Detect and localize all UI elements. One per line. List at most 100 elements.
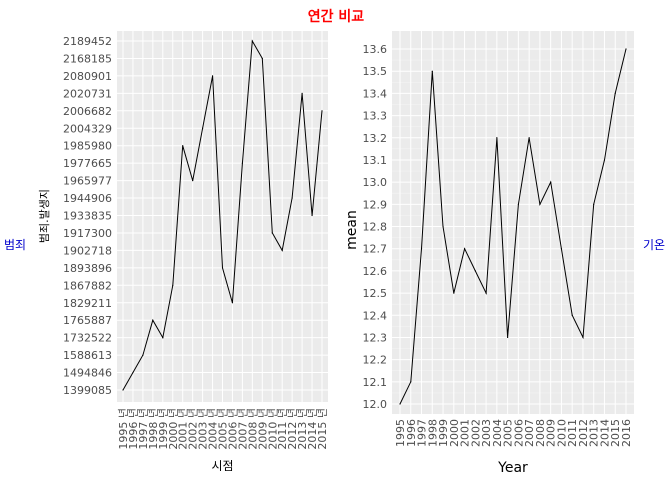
left-y-tick-label: 1902718 xyxy=(63,244,112,257)
left-x-tick-label: 2011 년 xyxy=(276,408,289,450)
left-y-tick-label: 1829211 xyxy=(63,297,112,310)
left-x-tick-label: 2014 년 xyxy=(306,408,319,450)
left-x-tick-label: 2008 년 xyxy=(246,408,259,450)
right-x-tick-label: 2013 xyxy=(588,419,601,447)
right-x-tick-label: 2010 xyxy=(555,419,568,447)
left-x-tick-label: 2013 년 xyxy=(296,408,309,450)
left-data-point xyxy=(202,127,204,129)
right-series-line xyxy=(399,48,627,405)
left-y-axis-title: 범죄.발생지 xyxy=(38,189,51,243)
left-y-tick-label: 1933835 xyxy=(63,210,112,223)
left-x-tick-label: 1997 년 xyxy=(137,408,150,450)
side-label-left: 범죄 xyxy=(4,238,27,252)
left-y-tick-label: 1494846 xyxy=(63,367,112,380)
right-data-point xyxy=(614,92,616,94)
right-x-tick-label: 2005 xyxy=(502,419,515,447)
right-y-tick-label: 13.5 xyxy=(363,65,388,78)
left-x-tick-label: 1996 년 xyxy=(127,408,140,450)
left-x-tick-label: 2007 년 xyxy=(236,408,249,450)
left-x-tick-label: 1998 년 xyxy=(147,408,160,450)
left-x-tick-label: 2002 년 xyxy=(187,408,200,450)
left-x-tick-label: 2006 년 xyxy=(226,408,239,450)
left-y-tick-label: 1944906 xyxy=(63,192,112,205)
left-data-point xyxy=(142,354,144,356)
right-x-tick-label: 1997 xyxy=(416,419,429,447)
right-y-tick-label: 12.1 xyxy=(363,376,388,389)
right-y-axis-title: mean xyxy=(344,210,360,250)
left-x-axis-title: 시점 xyxy=(211,459,233,473)
right-panel-bg xyxy=(392,31,634,414)
left-y-tick-label: 1965977 xyxy=(63,175,112,188)
left-x-tick-label: 2010 년 xyxy=(266,408,279,450)
right-x-tick-label: 2002 xyxy=(469,419,482,447)
right-data-point xyxy=(539,203,541,205)
right-data-point xyxy=(507,336,509,339)
right-y-tick-label: 13.4 xyxy=(363,87,388,100)
left-data-point xyxy=(152,319,154,321)
right-x-tick-label: 2016 xyxy=(620,419,633,447)
right-x-tick-label: 2012 xyxy=(577,419,590,447)
left-data-point xyxy=(211,75,214,77)
left-x-tick-label: 2004 년 xyxy=(207,408,220,450)
right-x-tick-label: 1996 xyxy=(405,419,418,447)
right-x-tick-label: 2014 xyxy=(598,419,611,447)
right-data-point xyxy=(496,137,498,139)
left-data-point xyxy=(261,57,263,60)
left-y-tick-label: 1917300 xyxy=(63,227,112,240)
right-data-point xyxy=(410,381,412,383)
right-y-tick-label: 12.4 xyxy=(363,309,388,322)
right-x-tick-label: 1998 xyxy=(426,419,439,447)
left-data-point xyxy=(221,267,224,269)
right-x-tick-label: 2011 xyxy=(566,419,579,447)
left-x-tick-label: 2012 년 xyxy=(286,408,299,450)
left-data-point xyxy=(172,284,174,286)
right-data-point xyxy=(571,314,573,316)
left-data-point xyxy=(162,337,164,339)
left-x-tick-label: 2005 년 xyxy=(217,408,230,450)
left-data-point xyxy=(122,389,124,391)
left-y-tick-label: 1732522 xyxy=(63,332,112,345)
right-y-tick-label: 12.6 xyxy=(363,265,388,278)
right-y-tick-label: 13.2 xyxy=(363,132,388,145)
left-data-point xyxy=(241,162,243,164)
left-y-tick-label: 2168185 xyxy=(63,52,112,65)
right-y-tick-label: 12.9 xyxy=(363,198,388,211)
left-y-tick-label: 2189452 xyxy=(63,35,112,48)
left-y-tick-label: 2020731 xyxy=(63,87,112,100)
chart-title: 연간 비교 xyxy=(307,9,365,25)
right-data-point xyxy=(593,203,595,205)
left-x-tick-label: 2001 년 xyxy=(177,408,190,450)
right-x-tick-label: 2000 xyxy=(448,419,461,447)
right-data-point xyxy=(453,292,455,294)
right-y-tick-label: 13.0 xyxy=(363,176,388,189)
left-data-point xyxy=(132,371,134,374)
right-y-tick-label: 13.6 xyxy=(363,43,388,56)
left-y-tick-label: 1867882 xyxy=(63,279,112,292)
side-label-right: 기온 xyxy=(643,238,666,252)
right-x-tick-label: 2001 xyxy=(459,419,472,447)
left-y-tick-label: 1588613 xyxy=(63,349,112,362)
right-data-point xyxy=(528,137,530,139)
right-y-tick-label: 12.0 xyxy=(363,398,388,411)
right-data-point xyxy=(474,270,476,272)
right-x-tick-label: 2008 xyxy=(534,419,547,447)
left-data-point xyxy=(231,302,234,304)
right-data-point xyxy=(463,248,466,250)
right-x-tick-label: 2003 xyxy=(480,419,493,447)
right-y-tick-label: 12.8 xyxy=(363,221,388,234)
left-y-tick-label: 1893896 xyxy=(63,262,112,275)
right-y-tick-label: 12.7 xyxy=(363,243,388,256)
left-x-tick-label: 2000 년 xyxy=(167,408,180,450)
left-y-tick-label: 1765887 xyxy=(63,314,112,327)
left-y-tick-label: 1985980 xyxy=(63,140,112,153)
right-data-point xyxy=(625,48,627,50)
right-data-point xyxy=(442,225,444,228)
right-x-tick-label: 2015 xyxy=(609,419,622,447)
left-x-tick-label: 2009 년 xyxy=(256,408,269,450)
left-data-point xyxy=(182,145,184,147)
right-data-point xyxy=(550,181,552,183)
right-y-tick-label: 12.3 xyxy=(363,331,388,344)
right-data-point xyxy=(582,336,584,339)
left-x-tick-label: 1995 년 xyxy=(117,408,130,450)
